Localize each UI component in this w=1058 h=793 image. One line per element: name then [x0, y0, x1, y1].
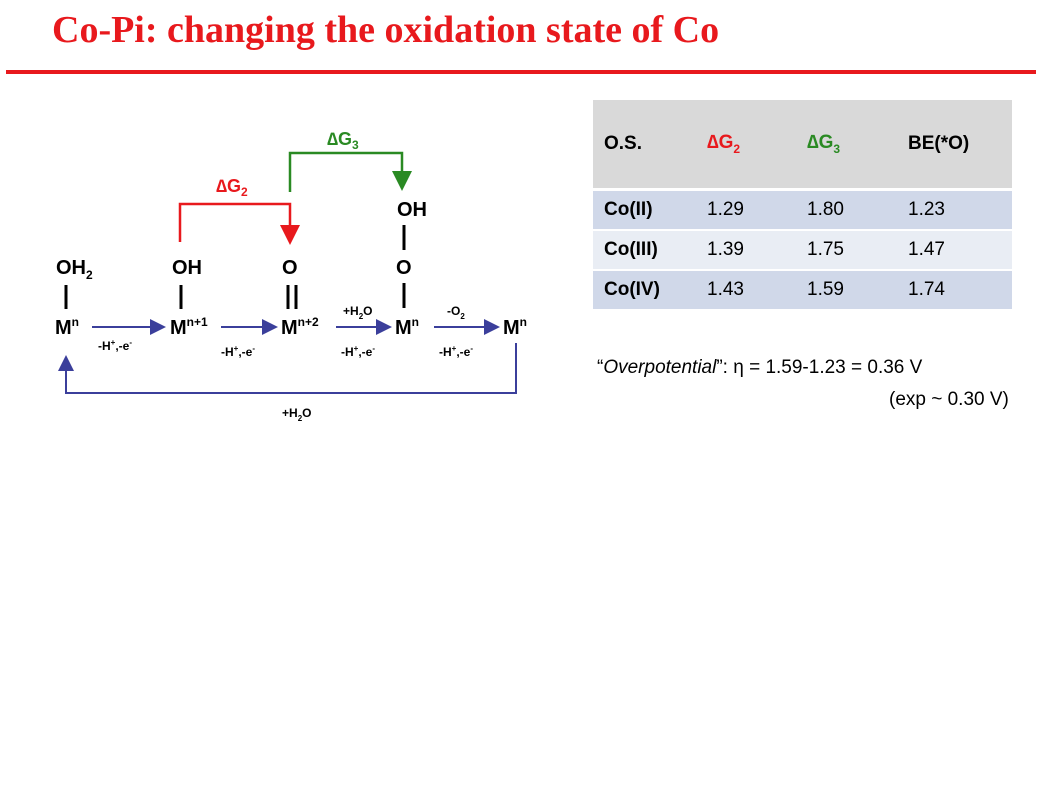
table-cell: 1.39 — [696, 230, 796, 271]
table-cell: Co(III) — [593, 230, 696, 271]
table-cell: 1.43 — [696, 270, 796, 311]
slide-title: Co-Pi: changing the oxidation state of C… — [52, 9, 720, 51]
table-row: Co(IV) 1.43 1.59 1.74 — [593, 270, 1012, 311]
table-cell: 1.23 — [897, 189, 1012, 231]
table-cell: 1.74 — [897, 270, 1012, 311]
metal-center: Mn — [395, 315, 419, 339]
table-row: Co(III) 1.39 1.75 1.47 — [593, 230, 1012, 271]
step-label-below: -H+,-e- — [221, 344, 255, 359]
table-header-row: O.S. ∆G2 ∆G3 BE(*O) — [593, 100, 1012, 191]
header-delta-g2: ∆G2 — [696, 100, 796, 191]
delta-g2-arrow — [178, 202, 300, 245]
header-delta-g3: ∆G3 — [796, 100, 897, 191]
energy-table: O.S. ∆G2 ∆G3 BE(*O) Co(II) 1.29 1.80 1.2… — [593, 100, 1012, 311]
metal-center: Mn — [55, 315, 79, 339]
table-cell: Co(IV) — [593, 270, 696, 311]
delta-g3-arrow — [288, 151, 412, 192]
overpotential-formula: : η = 1.59-1.23 = 0.36 V — [722, 357, 923, 378]
table-row: Co(II) 1.29 1.80 1.23 — [593, 189, 1012, 231]
table-cell: 1.29 — [696, 189, 796, 231]
table-cell: 1.47 — [897, 230, 1012, 271]
metal-center: Mn+2 — [281, 315, 319, 339]
header-be-o: BE(*O) — [897, 100, 1012, 191]
metal-center: Mn — [503, 315, 527, 339]
ligand-oh2: OH2 — [56, 257, 93, 282]
return-label: +H2O — [282, 406, 311, 423]
delta-g3-label: ∆G3 — [327, 129, 359, 152]
ligand-oh: OH — [172, 257, 202, 279]
ligand-o: O — [396, 257, 412, 279]
svg-text:∆G2: ∆G2 — [216, 176, 248, 199]
title-underline — [6, 70, 1036, 74]
return-arrow — [58, 343, 517, 394]
step-label-above: -O2 — [447, 304, 465, 321]
table-cell: Co(II) — [593, 189, 696, 231]
step-label-below: -H+,-e- — [439, 344, 473, 359]
table-cell: 1.75 — [796, 230, 897, 271]
experimental-value: (exp ~ 0.30 V) — [889, 389, 1009, 410]
step-label-below: -H+,-e- — [341, 344, 375, 359]
table-cell: 1.80 — [796, 189, 897, 231]
ligand-oh-top: OH — [397, 199, 427, 221]
step-label-below: -H+,-e- — [98, 338, 132, 353]
metal-center: Mn+1 — [170, 315, 208, 339]
delta-g2-label: ∆G2 — [216, 176, 248, 199]
overpotential-label: Overpotential — [603, 357, 717, 378]
ligand-o-double: O — [282, 257, 298, 279]
table-cell: 1.59 — [796, 270, 897, 311]
step-label-above: +H2O — [343, 304, 372, 321]
reaction-cycle-diagram: ∆G3 ∆G2 OH2 OH O OH O Mn Mn+1 Mn+2 Mn Mn… — [55, 129, 527, 423]
header-os: O.S. — [593, 100, 696, 191]
svg-text:∆G3: ∆G3 — [327, 129, 359, 152]
overpotential-line: “Overpotential”: η = 1.59-1.23 = 0.36 V — [597, 357, 923, 378]
